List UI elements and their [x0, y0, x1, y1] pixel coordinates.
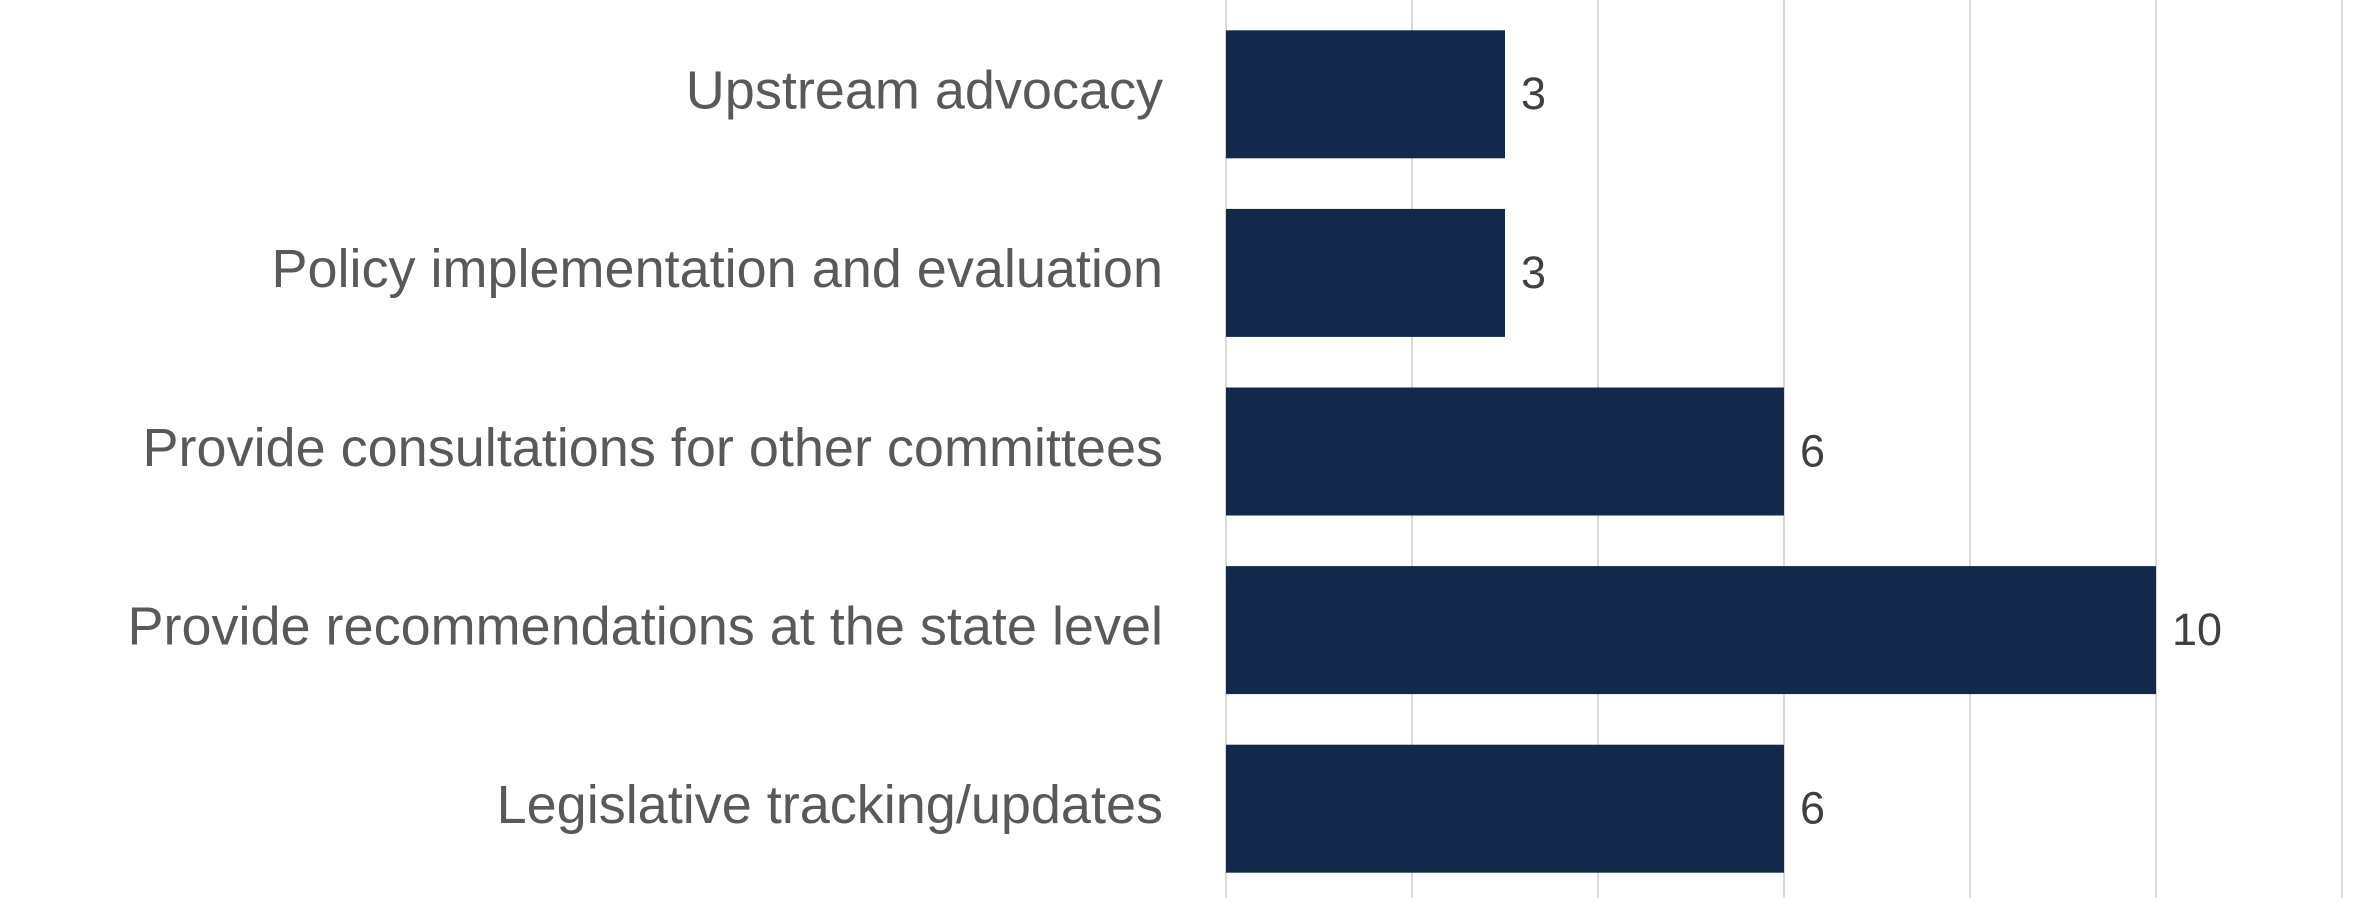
value-label: 6 [1800, 783, 1825, 834]
category-label: Upstream advocacy [686, 61, 1163, 121]
bar [1226, 744, 1784, 873]
bar [1226, 387, 1784, 516]
value-label: 3 [1521, 247, 1546, 298]
category-label: Provide consultations for other committe… [143, 418, 1163, 478]
value-label: 6 [1800, 425, 1825, 476]
category-label: Legislative tracking/updates [497, 775, 1163, 835]
category-label: Provide recommendations at the state lev… [127, 596, 1163, 656]
bar [1226, 30, 1505, 159]
category-label: Policy implementation and evaluation [271, 239, 1163, 299]
value-label: 3 [1521, 68, 1546, 119]
bar [1226, 566, 2156, 695]
bar [1226, 208, 1505, 337]
value-label: 10 [2172, 604, 2222, 655]
